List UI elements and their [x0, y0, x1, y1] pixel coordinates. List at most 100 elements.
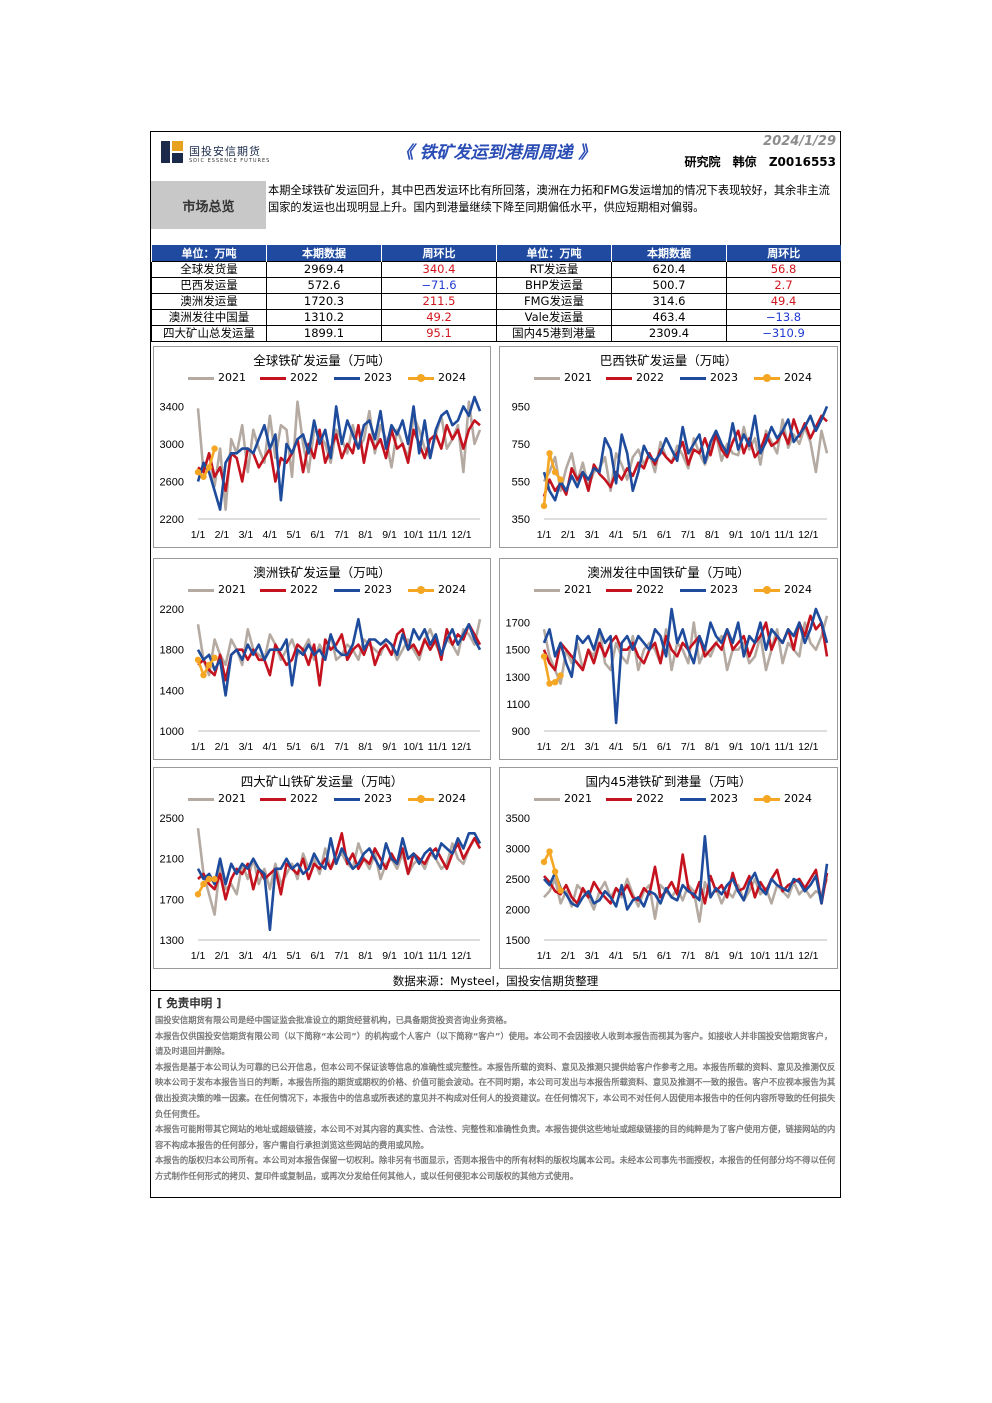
- legend-item: 2021: [188, 583, 246, 596]
- legend-label: 2024: [438, 371, 466, 384]
- legend-item: 2022: [606, 583, 664, 596]
- row-name: 国内45港到港量: [496, 325, 612, 342]
- legend-swatch: [534, 797, 560, 801]
- row-change: 2.7: [726, 277, 841, 294]
- row-name: FMG发运量: [496, 293, 612, 310]
- row-value: 1899.1: [266, 325, 382, 342]
- x-tick-label: 7/1: [334, 741, 349, 753]
- legend-swatch: [680, 588, 706, 592]
- series-point-2024: [200, 671, 207, 679]
- legend-label: 2022: [290, 371, 318, 384]
- overview-label: 市场总览: [151, 181, 266, 229]
- chart-title: 澳洲发往中国铁矿量（万吨）: [587, 565, 750, 580]
- series-line-2021: [542, 615, 829, 685]
- column-header: 周环比: [381, 245, 497, 262]
- legend-item: 2021: [188, 792, 246, 805]
- row-change: −71.6: [381, 277, 497, 294]
- x-tick-label: 3/1: [585, 529, 600, 541]
- x-tick-label: 10/1: [403, 741, 424, 753]
- legend-label: 2022: [290, 792, 318, 805]
- x-tick-label: 11/1: [774, 741, 794, 753]
- series-point-2024: [200, 880, 207, 888]
- table-row: 四大矿山总发运量 1899.1 95.1 国内45港到港量 2309.4 −310.9: [151, 325, 841, 342]
- legend-marker: [417, 794, 425, 803]
- row-name: 澳洲发运量: [151, 293, 267, 310]
- y-tick-label: 3400: [160, 401, 184, 413]
- legend-swatch: [260, 588, 286, 592]
- x-tick-label: 2/1: [561, 741, 576, 753]
- legend-item: 2021: [188, 371, 246, 384]
- column-header: 单位：万吨: [496, 245, 612, 262]
- disclaimer-paragraph: 本报告可能附带其它网站的地址或超级链接，本公司不对其内容的真实性、合法性、完整性…: [155, 1124, 836, 1150]
- series-point-2024: [205, 661, 213, 669]
- table-row: 澳洲发往中国量 1310.2 49.2 Vale发运量 463.4 −13.8: [151, 309, 841, 326]
- series-point-2024: [194, 468, 202, 476]
- legend-label: 2021: [564, 371, 592, 384]
- row-name: 四大矿山总发运量: [151, 325, 267, 342]
- x-tick-label: 10/1: [403, 529, 424, 541]
- legend-item: 2024: [408, 583, 466, 596]
- y-tick-label: 750: [512, 439, 530, 451]
- series-point-2024: [546, 848, 553, 855]
- legend-marker: [417, 585, 425, 594]
- series-line-2023: [196, 832, 482, 932]
- line-chart: 2200 2600 3000 3400 1/1 2/1 3/1 4/1 5/1 6/1 7/1 8/1…: [160, 395, 482, 541]
- x-tick-label: 1/1: [537, 529, 552, 541]
- y-tick-label: 1700: [160, 894, 184, 906]
- series-point-2024: [211, 654, 218, 661]
- legend-label: 2023: [364, 583, 392, 596]
- report-date: 2024/1/29: [763, 134, 836, 149]
- y-tick-label: 1700: [506, 618, 530, 630]
- row-change: −310.9: [726, 325, 841, 342]
- y-tick-label: 2200: [160, 604, 184, 616]
- legend-swatch: [754, 794, 780, 803]
- legend-label: 2023: [710, 792, 738, 805]
- legend-swatch: [534, 588, 560, 592]
- line-chart: 1000 1400 1800 2200 1/1 2/1 3/1 4/1 5/1 6/1 7/1 8/1…: [160, 604, 482, 753]
- legend-marker: [763, 585, 771, 594]
- row-value: 620.4: [611, 261, 727, 278]
- row-value: 463.4: [611, 309, 727, 326]
- series-point-2024: [551, 468, 559, 476]
- series-line-2022: [197, 419, 481, 493]
- author-name: 韩倞: [732, 155, 757, 169]
- row-value: 314.6: [611, 293, 727, 310]
- x-tick-label: 11/1: [428, 529, 448, 541]
- x-tick-label: 8/1: [358, 529, 373, 541]
- logo-mark-icon: [161, 141, 183, 163]
- table-row: 巴西发运量 572.6 −71.6 BHP发运量 500.7 2.7: [151, 277, 841, 294]
- legend-label: 2023: [364, 371, 392, 384]
- x-tick-label: 2/1: [215, 529, 230, 541]
- row-value: 572.6: [266, 277, 382, 294]
- x-tick-label: 12/1: [798, 741, 819, 753]
- legend-item: 2024: [754, 792, 812, 805]
- row-value: 1310.2: [266, 309, 382, 326]
- series-point-2024: [200, 473, 207, 480]
- disclaimer-title: [ 免责申明 ]: [157, 996, 222, 1010]
- y-tick-label: 2500: [160, 813, 184, 825]
- legend-item: 2023: [680, 583, 738, 596]
- y-tick-label: 1500: [506, 645, 530, 657]
- legend-item: 2023: [334, 792, 392, 805]
- disclaimer-paragraph: 国投安信期货有限公司是经中国证监会批准设立的期货经营机构，已具备期货投资咨询业务…: [155, 1015, 512, 1025]
- y-tick-label: 2600: [160, 476, 184, 488]
- x-tick-label: 8/1: [358, 950, 373, 962]
- x-tick-label: 6/1: [657, 950, 672, 962]
- legend-label: 2023: [710, 583, 738, 596]
- y-tick-label: 1300: [506, 672, 530, 684]
- legend-label: 2023: [364, 792, 392, 805]
- series-point-2024: [194, 891, 202, 898]
- row-change: 95.1: [381, 325, 497, 342]
- series-line-2021: [543, 877, 829, 923]
- x-tick-label: 3/1: [239, 950, 254, 962]
- legend-item: 2021: [534, 371, 592, 384]
- x-tick-label: 3/1: [239, 741, 254, 753]
- disclaimer-body: 国投安信期货有限公司是经中国证监会批准设立的期货经营机构，已具备期货投资咨询业务…: [155, 1013, 837, 1185]
- x-tick-label: 9/1: [729, 741, 744, 753]
- table-row: 全球发货量 2969.4 340.4 RT发运量 620.4 56.8: [151, 261, 841, 278]
- legend-label: 2024: [438, 583, 466, 596]
- legend-swatch: [408, 585, 434, 594]
- y-tick-label: 2100: [160, 854, 184, 866]
- series-line-2024: [196, 657, 216, 677]
- table-header-row: 单位：万吨 本期数据 周环比 单位：万吨 本期数据 周环比: [151, 245, 841, 262]
